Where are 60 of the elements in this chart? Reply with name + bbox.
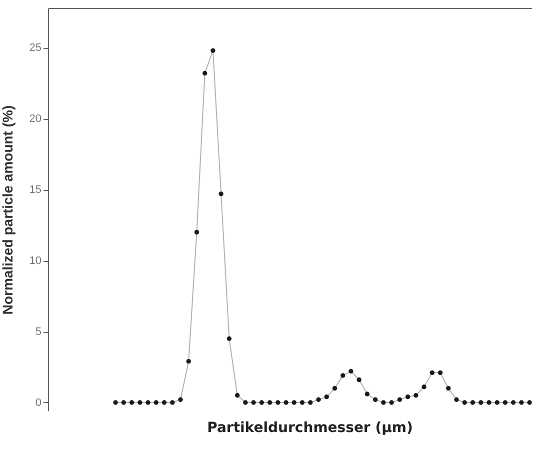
point bbox=[178, 397, 183, 402]
point bbox=[405, 394, 410, 400]
point bbox=[113, 400, 118, 405]
point bbox=[454, 397, 459, 402]
point bbox=[519, 400, 524, 405]
point bbox=[218, 192, 224, 196]
point bbox=[243, 400, 248, 405]
point bbox=[414, 393, 418, 398]
point bbox=[332, 386, 338, 391]
point bbox=[510, 400, 516, 405]
point bbox=[389, 400, 394, 405]
point bbox=[154, 400, 158, 405]
point bbox=[494, 400, 500, 405]
y-axis-title: Normalized particle amount (%) bbox=[0, 105, 16, 315]
point bbox=[502, 400, 508, 405]
point bbox=[348, 368, 354, 374]
point bbox=[308, 400, 313, 405]
point bbox=[251, 400, 256, 405]
y-tick-label: 15 bbox=[29, 184, 42, 196]
point bbox=[397, 397, 402, 402]
point bbox=[259, 400, 264, 405]
point bbox=[372, 397, 378, 402]
x-axis-title: Partikeldurchmesser (µm) bbox=[206, 420, 414, 436]
point bbox=[470, 400, 476, 405]
point bbox=[438, 370, 443, 376]
y-tick-label: 20 bbox=[29, 113, 42, 126]
point bbox=[121, 400, 126, 405]
point bbox=[292, 400, 296, 405]
y-tick-label: 5 bbox=[35, 326, 42, 338]
point bbox=[267, 400, 272, 405]
point bbox=[170, 400, 175, 405]
point bbox=[356, 377, 362, 382]
y-tick-label: 10 bbox=[29, 255, 42, 268]
point bbox=[486, 400, 492, 405]
point bbox=[300, 400, 305, 405]
point bbox=[162, 400, 167, 405]
point bbox=[284, 400, 288, 405]
y-tick-label: 25 bbox=[29, 42, 42, 54]
point bbox=[527, 400, 532, 405]
point bbox=[276, 400, 280, 405]
y-tick-label: 0 bbox=[35, 396, 42, 409]
point bbox=[226, 336, 232, 341]
point bbox=[422, 384, 426, 390]
point bbox=[316, 397, 321, 402]
point bbox=[186, 358, 191, 364]
point bbox=[202, 70, 208, 76]
point bbox=[446, 386, 451, 391]
point bbox=[430, 370, 434, 376]
point bbox=[462, 400, 467, 405]
point bbox=[324, 394, 329, 400]
point bbox=[364, 392, 370, 396]
point bbox=[234, 393, 240, 398]
point bbox=[146, 400, 150, 405]
point bbox=[340, 373, 346, 378]
point bbox=[194, 230, 200, 235]
point bbox=[381, 400, 386, 405]
point bbox=[210, 48, 216, 53]
point bbox=[129, 400, 134, 405]
point bbox=[478, 400, 484, 405]
point bbox=[138, 400, 142, 405]
